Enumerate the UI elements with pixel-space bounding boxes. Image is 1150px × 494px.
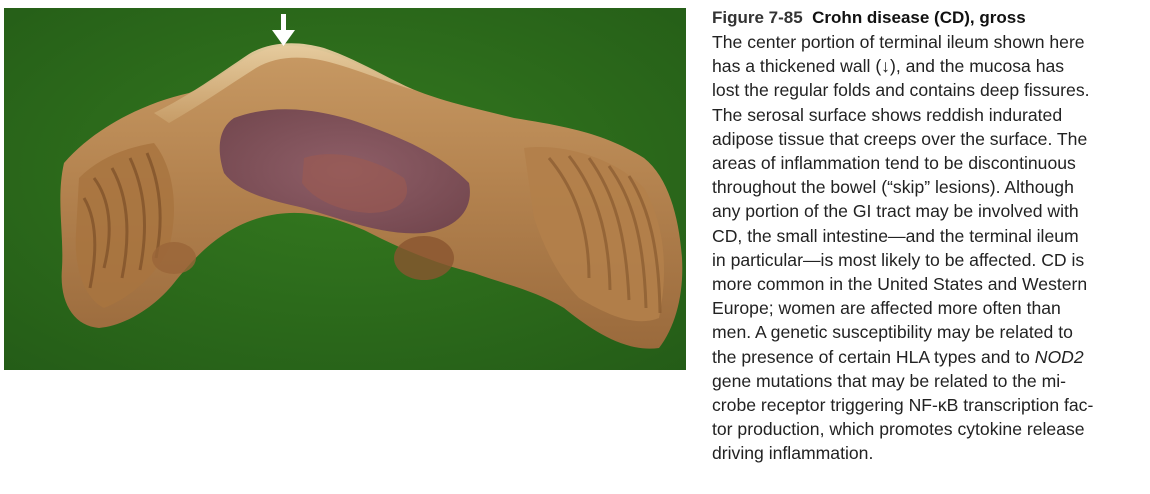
specimen-photo <box>4 8 686 370</box>
caption-line: Europe; women are affected more often th… <box>712 298 1061 319</box>
figure-caption: Figure 7-85 Crohn disease (CD), gross Th… <box>712 8 1144 466</box>
fold-lines-left <box>82 152 162 289</box>
caption-line: CD, the small intestine—and the terminal… <box>712 225 1079 246</box>
fissure-lobe <box>152 242 196 274</box>
caption-line: men. A genetic susceptibility may be rel… <box>712 322 1073 343</box>
caption-line: any portion of the GI tract may be invol… <box>712 201 1079 222</box>
caption-line: has a thickened wall (↓), and the mucosa… <box>712 56 1065 77</box>
caption-line: adipose tissue that creeps over the surf… <box>712 128 1088 149</box>
caption-line: tor production, which promotes cytokine … <box>712 419 1085 440</box>
caption-line: The serosal surface shows reddish indura… <box>712 104 1063 125</box>
caption-line: throughout the bowel (“skip” lesions). A… <box>712 177 1074 198</box>
caption-line: the presence of certain HLA types and to… <box>712 346 1084 367</box>
caption-line: crobe receptor triggering NF-κB transcri… <box>712 395 1094 416</box>
caption-line: more common in the United States and Wes… <box>712 274 1088 295</box>
figure-heading: Figure 7-85 Crohn disease (CD), gross <box>712 8 1144 28</box>
caption-line: lost the regular folds and contains deep… <box>712 80 1090 101</box>
fold-lines-right <box>547 155 662 314</box>
caption-line: in particular—is most likely to be affec… <box>712 249 1085 270</box>
caption-line: The center portion of terminal ileum sho… <box>712 32 1085 52</box>
mucosal-folds-left <box>75 143 174 308</box>
caption-line: gene mutations that may be related to th… <box>712 370 1067 391</box>
caption-line: areas of inflammation tend to be discont… <box>712 153 1076 174</box>
figure-number: Figure 7-85 <box>712 8 803 27</box>
figure-title: Crohn disease (CD), gross <box>812 8 1026 27</box>
caption-body: The center portion of terminal ileum sho… <box>712 30 1144 466</box>
arrow-marker <box>272 14 295 46</box>
fissure-lobe <box>394 236 454 280</box>
gene-name: NOD2 <box>1034 346 1084 367</box>
thickened-wall <box>154 43 414 124</box>
reddish-adipose <box>302 154 408 213</box>
caption-line: driving inflammation. <box>712 443 874 464</box>
